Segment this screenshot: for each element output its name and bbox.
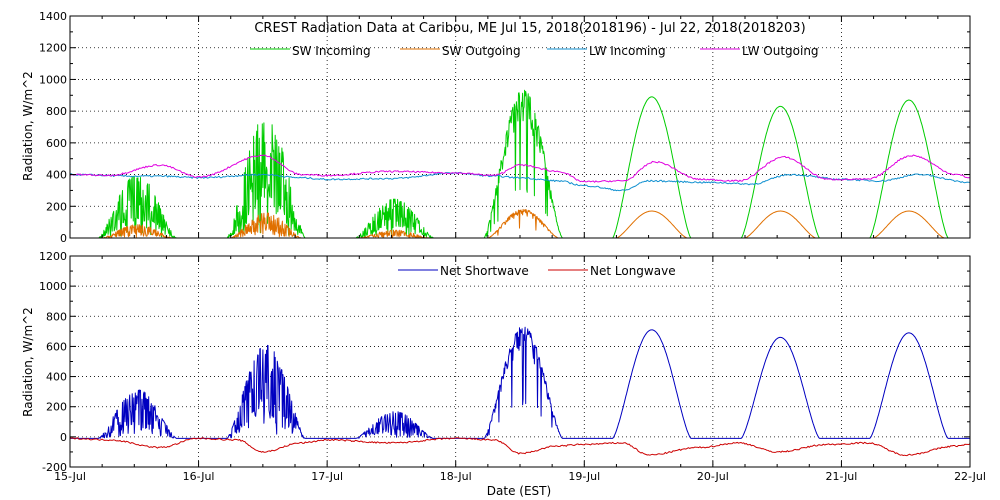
y-tick-label: 1000 — [39, 73, 67, 86]
y-tick-label: 200 — [46, 200, 67, 213]
y-tick-label: -200 — [42, 461, 67, 474]
legend-label-net-shortwave: Net Shortwave — [440, 264, 529, 278]
y-tick-label: 800 — [46, 310, 67, 323]
y-tick-label: 400 — [46, 169, 67, 182]
series-line-lw-outgoing — [69, 154, 971, 183]
x-tick-label: 16-Jul — [183, 470, 215, 483]
y-tick-label: 800 — [46, 105, 67, 118]
legend-label-sw-incoming: SW Incoming — [292, 44, 371, 58]
y-tick-label: 600 — [46, 340, 67, 353]
legend-label-lw-incoming: LW Incoming — [589, 44, 666, 58]
y-tick-label: 400 — [46, 371, 67, 384]
y-tick-label: 1200 — [39, 42, 67, 55]
y-tick-label: 200 — [46, 401, 67, 414]
legend-label-net-longwave: Net Longwave — [590, 264, 676, 278]
series-line-net-shortwave — [70, 326, 970, 439]
x-tick-label: 17-Jul — [311, 470, 343, 483]
x-axis-label: Date (EST) — [487, 484, 551, 498]
top-y-axis-label: Radiation, W/m^2 — [21, 71, 35, 181]
top-legend: SW Incoming SW Outgoing LW Incoming LW O… — [250, 44, 819, 58]
series-line-sw-outgoing — [70, 208, 970, 239]
x-tick-label: 22-Jul — [954, 470, 986, 483]
plot-frame — [69, 255, 971, 468]
legend-label-sw-outgoing: SW Outgoing — [442, 44, 521, 58]
x-tick-label: 21-Jul — [825, 470, 857, 483]
y-tick-label: 1000 — [39, 280, 67, 293]
bottom-legend: Net Shortwave Net Longwave — [398, 264, 676, 278]
legend-label-lw-outgoing: LW Outgoing — [742, 44, 819, 58]
y-tick-label: 600 — [46, 137, 67, 150]
series-line-net-longwave — [69, 437, 971, 457]
y-tick-label: 0 — [60, 431, 67, 444]
y-tick-label: 1200 — [39, 250, 67, 263]
x-tick-label: 19-Jul — [568, 470, 600, 483]
bottom-chart: -200 0 200 400 600 800 1000 1200 15-Jul 16-Jul 17-… — [39, 250, 986, 483]
bottom-y-axis-label: Radiation, W/m^2 — [21, 307, 35, 417]
x-tick-label: 18-Jul — [440, 470, 472, 483]
top-chart: 0 200 400 600 800 1000 1200 1400 — [39, 10, 971, 245]
y-tick-label: 1400 — [39, 10, 67, 23]
chart-title: CREST Radiation Data at Caribou, ME Jul … — [254, 21, 805, 36]
x-tick-label: 15-Jul — [54, 470, 86, 483]
y-tick-label: 0 — [60, 232, 67, 245]
x-tick-label: 20-Jul — [697, 470, 729, 483]
